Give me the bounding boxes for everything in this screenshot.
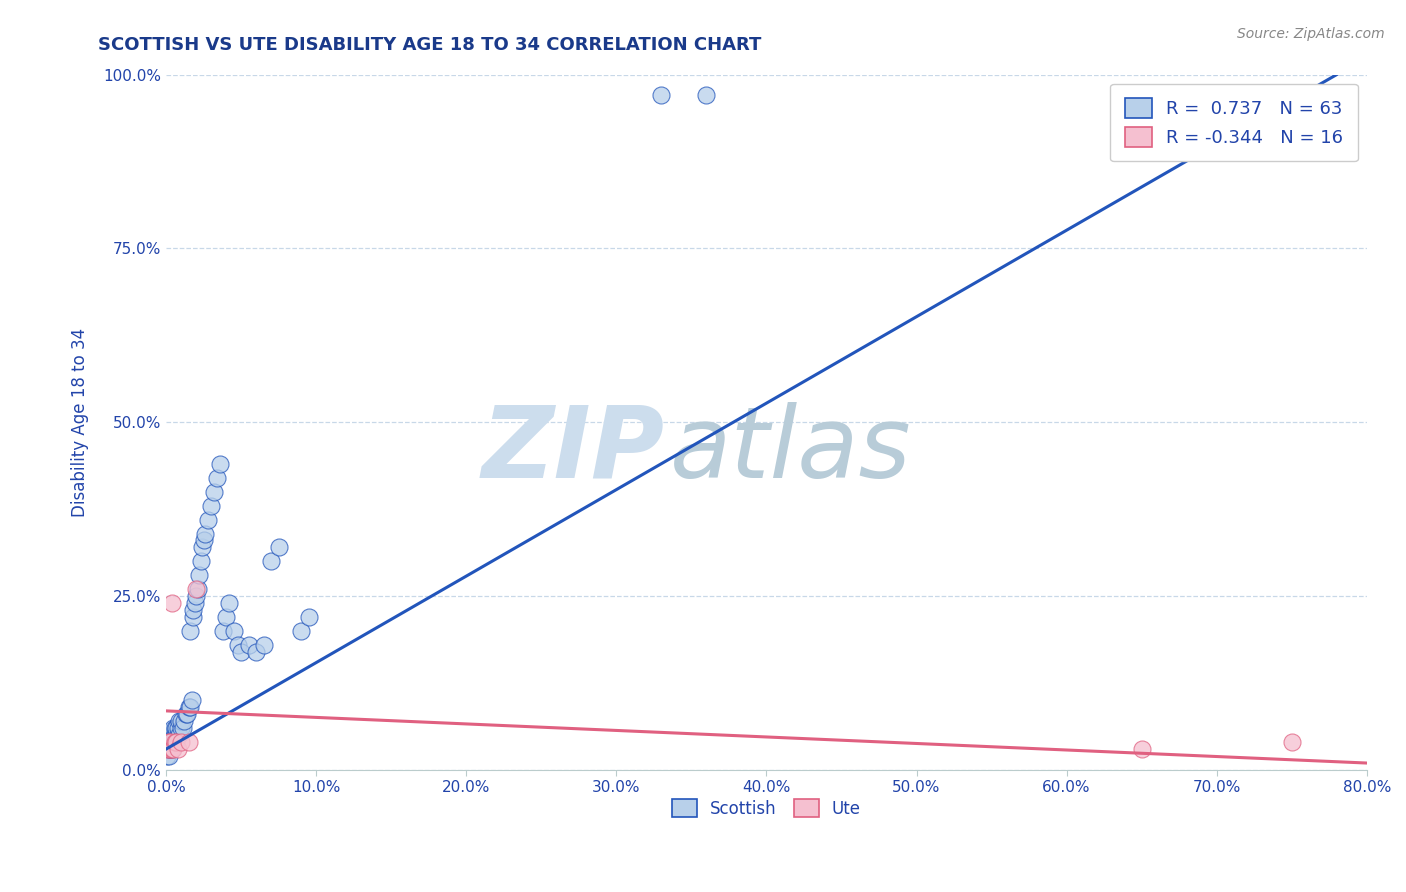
Point	[218, 596, 240, 610]
Point	[267, 541, 290, 555]
Point	[184, 589, 207, 603]
Point	[159, 735, 181, 749]
Point	[157, 742, 180, 756]
Point	[162, 721, 184, 735]
Point	[193, 533, 215, 548]
Point	[159, 742, 181, 756]
Point	[177, 735, 200, 749]
Point	[157, 742, 180, 756]
Point	[162, 728, 184, 742]
Point	[174, 707, 197, 722]
Point	[1281, 735, 1303, 749]
Point	[179, 700, 201, 714]
Point	[172, 721, 194, 735]
Point	[222, 624, 245, 638]
Point	[245, 645, 267, 659]
Point	[290, 624, 312, 638]
Point	[184, 582, 207, 597]
Point	[297, 610, 319, 624]
Point	[167, 728, 190, 742]
Point	[163, 721, 186, 735]
Point	[156, 742, 179, 756]
Point	[695, 88, 717, 103]
Point	[157, 749, 180, 764]
Point	[1130, 742, 1153, 756]
Point	[157, 735, 180, 749]
Point	[160, 728, 183, 742]
Point	[226, 638, 249, 652]
Point	[191, 541, 214, 555]
Point	[176, 707, 198, 722]
Point	[181, 603, 204, 617]
Point	[252, 638, 274, 652]
Point	[169, 714, 191, 729]
Point	[650, 88, 672, 103]
Point	[166, 735, 188, 749]
Point	[160, 742, 183, 756]
Point	[157, 735, 180, 749]
Legend: Scottish, Ute: Scottish, Ute	[665, 792, 868, 824]
Text: atlas: atlas	[671, 401, 912, 499]
Point	[260, 554, 283, 568]
Point	[159, 735, 181, 749]
Point	[162, 735, 184, 749]
Point	[197, 513, 219, 527]
Point	[166, 721, 188, 735]
Point	[238, 638, 260, 652]
Point	[163, 735, 186, 749]
Point	[170, 721, 193, 735]
Point	[186, 582, 208, 597]
Text: SCOTTISH VS UTE DISABILITY AGE 18 TO 34 CORRELATION CHART: SCOTTISH VS UTE DISABILITY AGE 18 TO 34 …	[98, 36, 762, 54]
Point	[156, 749, 179, 764]
Point	[212, 624, 235, 638]
Point	[208, 457, 231, 471]
Point	[200, 499, 222, 513]
Point	[183, 596, 205, 610]
Point	[202, 484, 225, 499]
Text: ZIP: ZIP	[481, 401, 664, 499]
Point	[170, 714, 193, 729]
Point	[179, 624, 201, 638]
Point	[180, 693, 202, 707]
Point	[173, 714, 195, 729]
Point	[188, 568, 211, 582]
Point	[167, 742, 190, 756]
Point	[167, 721, 190, 735]
Point	[163, 728, 186, 742]
Point	[159, 728, 181, 742]
Point	[160, 742, 183, 756]
Point	[194, 526, 217, 541]
Point	[181, 610, 204, 624]
Point	[160, 735, 183, 749]
Point	[170, 735, 193, 749]
Point	[169, 728, 191, 742]
Point	[166, 728, 188, 742]
Point	[205, 471, 228, 485]
Text: Source: ZipAtlas.com: Source: ZipAtlas.com	[1237, 27, 1385, 41]
Point	[162, 742, 184, 756]
Y-axis label: Disability Age 18 to 34: Disability Age 18 to 34	[72, 327, 89, 516]
Point	[177, 700, 200, 714]
Point	[229, 645, 252, 659]
Point	[190, 554, 212, 568]
Point	[215, 610, 238, 624]
Point	[160, 596, 183, 610]
Point	[163, 735, 186, 749]
Point	[156, 742, 179, 756]
Point	[159, 742, 181, 756]
